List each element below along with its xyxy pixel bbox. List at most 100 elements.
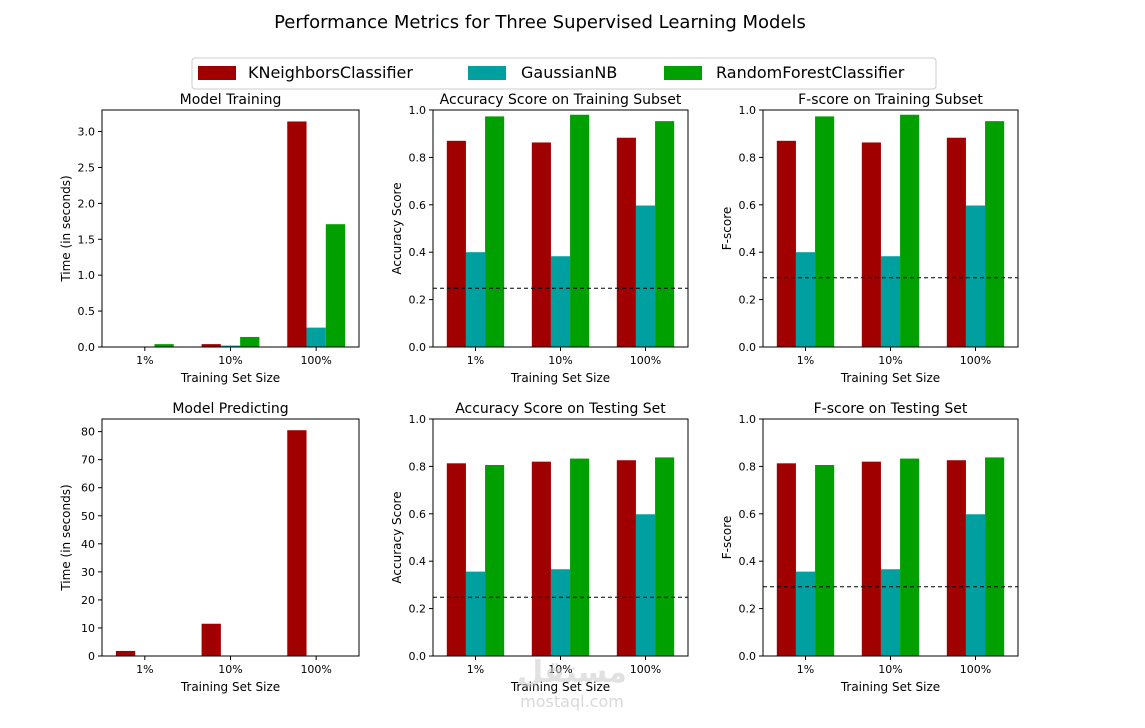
x-axis-label: Training Set Size (510, 680, 610, 694)
y-tick-label: 20 (81, 594, 95, 607)
bar-gnb-1pct (795, 571, 816, 656)
bar-knn-1pct (776, 140, 796, 347)
x-tick-label: 1% (467, 663, 484, 676)
figure-title: Performance Metrics for Three Supervised… (274, 12, 806, 33)
x-tick-label: 10% (878, 663, 902, 676)
x-tick-label: 10% (878, 354, 902, 367)
y-tick-label: 0.0 (78, 341, 96, 354)
bar-rf-10pct (900, 114, 920, 348)
bar-gnb-10pct (550, 256, 571, 347)
bar-gnb-10pct (880, 256, 901, 347)
bar-knn-10pct (531, 461, 551, 656)
y-tick-label: 0.4 (409, 246, 427, 259)
bar-rf-10pct (570, 458, 590, 656)
subplot-1: Model Training 0.0 0.5 1.0 1.5 2.0 2.5 3.0 1% 10%… (59, 92, 360, 385)
bar-rf-100pct (985, 457, 1005, 656)
y-tick-label: 1.0 (409, 413, 427, 426)
bar-rf-10pct (570, 114, 590, 348)
bar-knn-10pct (201, 623, 221, 656)
y-tick-label: 1.0 (739, 104, 757, 117)
y-tick-label: 1.0 (78, 269, 96, 282)
bar-knn-10pct (201, 344, 221, 347)
y-tick-label: 0.2 (739, 603, 757, 616)
bar-rf-1pct (815, 464, 835, 656)
bar-knn-1pct (776, 463, 796, 656)
y-tick-label: 0 (88, 650, 95, 663)
y-axis-label: Time (in seconds) (59, 484, 73, 591)
bar-knn-100pct (616, 460, 636, 656)
x-tick-label: 100% (630, 354, 661, 367)
plot-frame (101, 418, 360, 657)
y-tick-label: 0.0 (409, 341, 427, 354)
y-tick-label: 0.0 (409, 650, 427, 663)
x-tick-label: 1% (467, 354, 484, 367)
bar-gnb-10pct (220, 345, 241, 347)
subplot-6: F-score on Testing Set 0.0 0.2 0.4 0.6 0.8 1.0… (720, 401, 1019, 694)
y-tick-label: 0.0 (739, 650, 757, 663)
bar-rf-100pct (655, 457, 675, 656)
subplot-3: F-score on Training Subset 0.0 0.2 0.4 0.6 0.… (720, 92, 1019, 385)
legend-swatch-gnb (468, 66, 506, 80)
x-tick-label: 1% (136, 354, 153, 367)
y-tick-label: 1.0 (739, 413, 757, 426)
bar-knn-10pct (531, 142, 551, 347)
bar-rf-1pct (485, 116, 505, 347)
y-tick-label: 0.8 (739, 460, 757, 473)
bar-rf-100pct (325, 224, 346, 347)
bar-knn-1pct (446, 140, 466, 347)
y-tick-label: 0.8 (739, 151, 757, 164)
y-tick-label: 30 (81, 566, 95, 579)
y-tick-label: 0.8 (409, 151, 427, 164)
bar-knn-1pct (446, 463, 466, 656)
x-tick-label: 1% (797, 354, 814, 367)
x-axis-label: Training Set Size (510, 371, 610, 385)
y-tick-label: 1.5 (78, 233, 96, 246)
y-tick-label: 3.0 (78, 126, 96, 139)
legend-swatch-knn (198, 66, 236, 80)
x-tick-label: 10% (548, 354, 572, 367)
bar-rf-10pct (900, 458, 920, 656)
y-tick-label: 60 (81, 482, 95, 495)
bar-knn-100pct (946, 137, 966, 347)
bar-gnb-100pct (306, 327, 326, 347)
x-tick-label: 10% (218, 663, 242, 676)
bar-gnb-1pct (795, 252, 816, 347)
x-axis-label: Training Set Size (180, 371, 280, 385)
legend-label-knn: KNeighborsClassifier (248, 63, 413, 82)
legend-frame (191, 57, 937, 90)
bar-gnb-100pct (635, 205, 656, 347)
x-tick-label: 100% (960, 354, 991, 367)
y-tick-label: 40 (81, 538, 95, 551)
y-tick-label: 0.8 (409, 460, 427, 473)
bar-knn-10pct (861, 142, 881, 347)
subplot-4: Model Predicting 0 10 20 30 40 50 60 70 80 1% 10% 10… (59, 401, 360, 694)
x-tick-label: 1% (797, 663, 814, 676)
y-tick-label: 70 (81, 454, 95, 467)
y-tick-label: 0.4 (739, 555, 757, 568)
x-axis-label: Training Set Size (840, 680, 940, 694)
legend-label-rf: RandomForestClassifier (716, 63, 905, 82)
x-tick-label: 1% (136, 663, 153, 676)
subplots: Model Training 0.0 0.5 1.0 1.5 2.0 2.5 3.0 1% 10%… (59, 92, 1019, 694)
y-tick-label: 0.6 (409, 508, 427, 521)
y-tick-label: 0.6 (409, 199, 427, 212)
bar-rf-10pct (240, 336, 260, 347)
legend: KNeighborsClassifier GaussianNB RandomFo… (191, 57, 937, 90)
bar-knn-10pct (861, 461, 881, 656)
y-tick-label: 0.5 (78, 305, 96, 318)
y-tick-label: 0.4 (409, 555, 427, 568)
x-tick-label: 100% (300, 354, 331, 367)
legend-swatch-rf (664, 66, 702, 80)
y-tick-label: 80 (81, 426, 95, 439)
bar-knn-100pct (946, 460, 966, 656)
y-axis-label: Accuracy Score (390, 182, 404, 274)
watermark-arabic: مستقل (517, 655, 627, 690)
y-tick-label: 0.2 (739, 294, 757, 307)
y-axis-label: Time (in seconds) (59, 175, 73, 282)
bar-knn-100pct (287, 121, 307, 347)
y-tick-label: 0.6 (739, 508, 757, 521)
y-axis-label: F-score (720, 207, 734, 250)
y-axis-label: F-score (720, 516, 734, 559)
y-axis-label: Accuracy Score (390, 491, 404, 583)
